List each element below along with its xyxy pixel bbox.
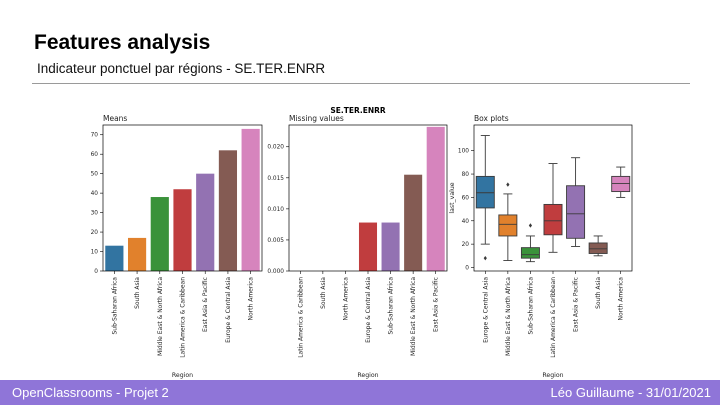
chart1-ytick-label: 10 bbox=[91, 250, 99, 256]
chart3-title: Box plots bbox=[474, 114, 509, 123]
slide-title: Features analysis bbox=[34, 31, 211, 54]
chart3-ytick-label: 60 bbox=[462, 195, 470, 201]
chart3-box bbox=[498, 214, 518, 237]
chart1-ytick-label: 70 bbox=[91, 133, 99, 139]
chart1-bar bbox=[196, 173, 215, 271]
chart1-ytick-label: 20 bbox=[91, 230, 99, 236]
chart2-ytick-label: 0.010 bbox=[267, 207, 284, 213]
chart3-xlabel: Region bbox=[542, 372, 563, 379]
chart1-xtick-label: Middle East & North Africa bbox=[157, 277, 164, 356]
chart1-title: Means bbox=[103, 114, 127, 123]
chart3-flier bbox=[483, 255, 487, 261]
chart2-title: Missing values bbox=[289, 114, 344, 123]
chart2-xtick-label: Europe & Central Asia bbox=[365, 277, 372, 343]
chart2-xlabel: Region bbox=[357, 372, 378, 379]
chart2-bar bbox=[404, 174, 423, 271]
chart2-ytick-label: 0.000 bbox=[267, 269, 284, 275]
figure: SE.TER.ENRR Means 0 10 20 30 40 50 60 70 Sub-Saha… bbox=[91, 106, 633, 379]
chart2-xtick-label: North America bbox=[342, 277, 349, 321]
chart3-xtick-label: Latin America & Caribbean bbox=[550, 277, 557, 358]
chart3-box bbox=[475, 175, 495, 209]
footer-left-text: OpenClassrooms - Projet 2 bbox=[12, 385, 169, 400]
chart2-bar bbox=[381, 222, 400, 271]
chart2-bar bbox=[426, 126, 445, 271]
chart2-axes-frame bbox=[288, 124, 448, 272]
footer-bar: OpenClassrooms - Projet 2 Léo Guillaume … bbox=[0, 380, 720, 405]
chart1-ytick-label: 40 bbox=[91, 191, 99, 197]
title-divider bbox=[32, 83, 690, 84]
chart3-ytick-label: 100 bbox=[458, 149, 469, 155]
chart3-xtick-label: South Asia bbox=[595, 277, 602, 309]
figure-suptitle: SE.TER.ENRR bbox=[330, 106, 386, 115]
chart2-xtick-label: South Asia bbox=[320, 277, 327, 309]
chart2-xtick-label: Middle East & North Africa bbox=[410, 277, 417, 356]
chart3-xtick-label: Europe & Central Asia bbox=[482, 277, 489, 343]
chart1-ytick-label: 30 bbox=[91, 211, 99, 217]
chart3-box bbox=[588, 242, 608, 254]
footer-right-text: Léo Guillaume - 31/01/2021 bbox=[550, 385, 711, 400]
chart1-bar bbox=[173, 189, 192, 271]
chart3-xtick-label: Middle East & North Africa bbox=[505, 277, 512, 356]
chart2-ytick-label: 0.005 bbox=[267, 238, 284, 244]
chart3-ytick-label: 80 bbox=[462, 172, 470, 178]
chart1-xlabel: Region bbox=[172, 372, 193, 379]
chart1-xtick-label: Sub-Saharan Africa bbox=[111, 277, 118, 335]
chart1-xtick-label: East Asia & Pacific bbox=[202, 277, 209, 332]
chart3-xtick-label: East Asia & Pacific bbox=[573, 277, 580, 332]
chart3-xtick-label: North America bbox=[618, 277, 625, 321]
chart3-ylabel: last_value bbox=[449, 182, 456, 213]
chart1-xtick-label: Europe & Central Asia bbox=[225, 277, 232, 343]
chart2-ytick-label: 0.015 bbox=[267, 176, 284, 182]
chart1-xtick-label: Latin America & Caribbean bbox=[180, 277, 187, 358]
chart3-flier bbox=[506, 182, 510, 187]
chart2-xtick-label: Sub-Saharan Africa bbox=[388, 277, 395, 335]
chart3-flier bbox=[528, 223, 533, 228]
chart1-bar bbox=[150, 197, 169, 271]
chart3-ytick-label: 20 bbox=[462, 242, 470, 248]
chart3-xtick-label: Sub-Saharan Africa bbox=[527, 277, 534, 335]
chart3-box bbox=[520, 247, 540, 259]
chart3-box bbox=[566, 185, 586, 239]
chart2-ytick-label: 0.020 bbox=[267, 145, 284, 151]
chart2-xtick-label: East Asia & Pacific bbox=[433, 277, 440, 332]
chart1-bar bbox=[105, 245, 124, 271]
chart1-axes-frame bbox=[102, 124, 263, 272]
chart3-ytick-label: 40 bbox=[462, 219, 470, 225]
chart3-ytick-label: 0 bbox=[465, 265, 469, 271]
chart1-ytick-label: 50 bbox=[91, 172, 99, 178]
chart1-ytick-label: 60 bbox=[91, 152, 99, 158]
chart1-bar bbox=[241, 128, 260, 271]
chart3-box bbox=[611, 175, 631, 193]
chart2-bar bbox=[358, 222, 378, 271]
slide-subtitle: Indicateur ponctuel par régions - SE.TER… bbox=[37, 61, 326, 76]
chart1-bar bbox=[127, 237, 147, 271]
chart2-xtick-label: Latin America & Caribbean bbox=[297, 277, 304, 358]
chart1-xtick-label: South Asia bbox=[134, 277, 141, 309]
chart3-box bbox=[543, 203, 563, 236]
chart1-ytick-label: 0 bbox=[94, 269, 98, 275]
chart1-xtick-label: North America bbox=[248, 277, 255, 321]
chart3-axes-frame bbox=[473, 124, 633, 272]
chart1-bar bbox=[218, 150, 238, 271]
